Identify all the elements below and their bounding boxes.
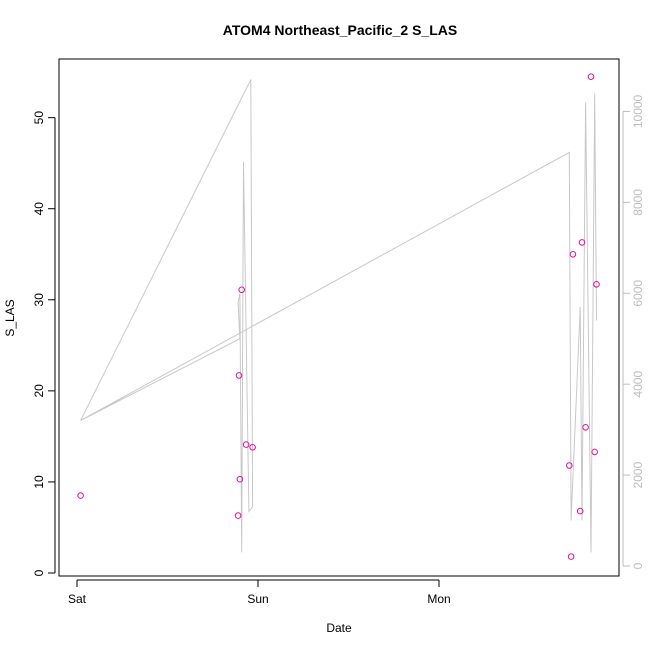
y-tick-label-3: 30 <box>32 293 46 307</box>
y-tick-label-0: 0 <box>32 569 46 576</box>
x-axis: Sat Sun Mon <box>68 579 451 606</box>
data-point-2 <box>235 372 243 379</box>
data-point-10 <box>576 507 584 515</box>
x-tick-label-0: Sat <box>68 592 87 606</box>
x-axis-label: Date <box>326 621 352 635</box>
data-point-3 <box>236 475 244 483</box>
data-point-7 <box>566 462 573 469</box>
x-tick-label-2: Mon <box>427 592 450 606</box>
y2-tick-label-0: 0 <box>631 562 645 569</box>
y2-tick-label-1: 2000 <box>631 461 645 488</box>
data-point-12 <box>582 424 589 431</box>
y-tick-label-5: 50 <box>32 111 46 125</box>
data-point-5 <box>242 441 250 448</box>
data-point-4 <box>238 286 245 294</box>
y2-tick-label-4: 8000 <box>631 189 645 216</box>
data-point-8 <box>567 553 575 560</box>
data-point-15 <box>593 281 600 288</box>
y-axis-right: 0 2000 4000 6000 8000 10000 <box>622 94 645 569</box>
y2-tick-label-5: 10000 <box>631 94 645 128</box>
plot-frame <box>58 58 620 577</box>
data-point-9 <box>569 251 577 258</box>
data-point-6 <box>249 444 256 451</box>
overlay-line-layer <box>80 79 597 553</box>
data-point-1 <box>234 512 242 519</box>
data-point-layer <box>77 73 600 560</box>
y-axis-label: S_LAS <box>3 299 17 336</box>
data-point-0 <box>77 492 84 499</box>
y-tick-label-4: 40 <box>32 202 46 216</box>
y-tick-label-1: 10 <box>32 475 46 489</box>
y-tick-label-2: 20 <box>32 384 46 398</box>
x-tick-label-1: Sun <box>247 592 268 606</box>
y2-tick-label-3: 6000 <box>631 280 645 307</box>
data-point-11 <box>578 239 586 246</box>
data-point-13 <box>587 73 595 80</box>
data-point-14 <box>591 448 599 456</box>
y2-tick-label-2: 4000 <box>631 371 645 398</box>
overlay-line <box>80 79 597 553</box>
y-axis-left: 0 10 20 30 40 50 <box>32 111 56 576</box>
chart-title: ATOM4 Northeast_Pacific_2 S_LAS <box>223 22 457 38</box>
